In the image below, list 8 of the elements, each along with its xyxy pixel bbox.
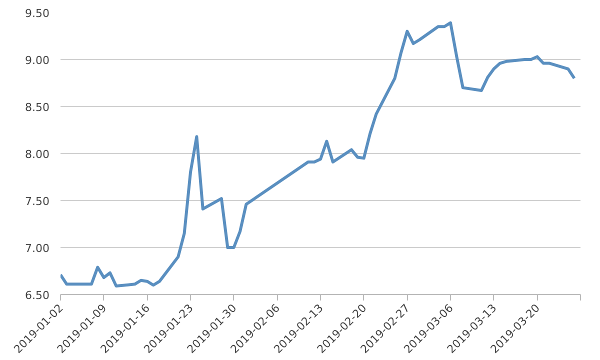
y-tick-label: 8.00 — [25, 148, 50, 161]
y-tick-label: 9.50 — [25, 7, 50, 20]
y-tick-label: 6.50 — [25, 289, 50, 302]
y-tick-label: 7.00 — [25, 242, 50, 255]
y-tick-label: 9.00 — [25, 54, 50, 67]
y-tick-label: 8.50 — [25, 101, 50, 114]
y-tick-label: 7.50 — [25, 195, 50, 208]
line-series — [60, 21, 576, 288]
